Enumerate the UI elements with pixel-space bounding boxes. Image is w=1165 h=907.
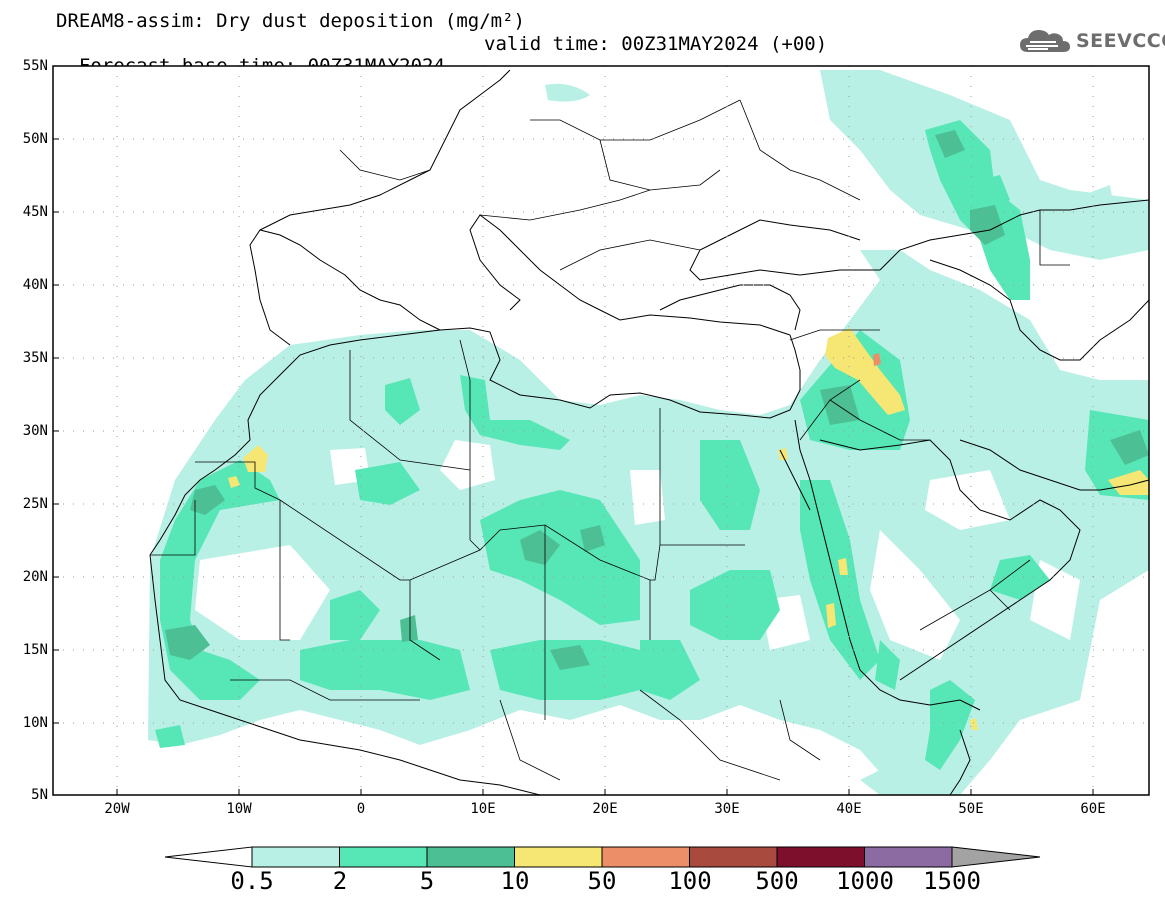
colorbar-label: 5 [419,867,435,895]
logo-text: SEEVCCC [1076,30,1165,52]
lon-label: 50E [958,801,984,817]
cloud-icon [1020,30,1070,52]
colorbar-label: 1500 [923,867,981,895]
colorbar-label: 10 [500,867,530,895]
lat-label: 5N [31,787,48,803]
axis-ticks [53,138,1094,795]
valid-time: valid time: 00Z31MAY2024 (+00) [484,33,828,55]
dust-level-50 [873,353,881,366]
lon-label: 30E [714,801,740,817]
lon-label: 0 [356,801,366,817]
dust-level-5 [165,130,1149,670]
lat-label: 20N [22,569,48,585]
lat-label: 45N [22,204,48,220]
lat-label: 30N [22,423,48,439]
map-title: DREAM8-assim: Dry dust deposition (mg/m²… [56,10,525,32]
lat-label: 15N [22,642,48,658]
lon-label: 20E [592,801,618,817]
dust-free-areas [195,440,1080,660]
dust-field [53,66,1149,795]
colorbar-label: 500 [755,867,799,895]
colorbar-label: 100 [668,867,712,895]
seevccc-logo: SEEVCCC [1018,24,1165,58]
lon-label: 10W [226,801,252,817]
lon-label: 10E [470,801,496,817]
lat-label: 10N [22,715,48,731]
lat-label: 55N [22,58,48,74]
colorbar-label: 2 [332,867,348,895]
lon-label: 40E [836,801,862,817]
country-borders [150,99,1070,781]
colorbar-label: 50 [587,867,617,895]
colorbar-label: 1000 [836,867,894,895]
lat-label: 25N [22,496,48,512]
lat-label: 35N [22,350,48,366]
lat-label: 50N [22,131,48,147]
lon-label: 20W [104,801,130,817]
lon-label: 60E [1080,801,1106,817]
colorbar-label: 0.5 [230,867,274,895]
lat-label: 40N [22,277,48,293]
